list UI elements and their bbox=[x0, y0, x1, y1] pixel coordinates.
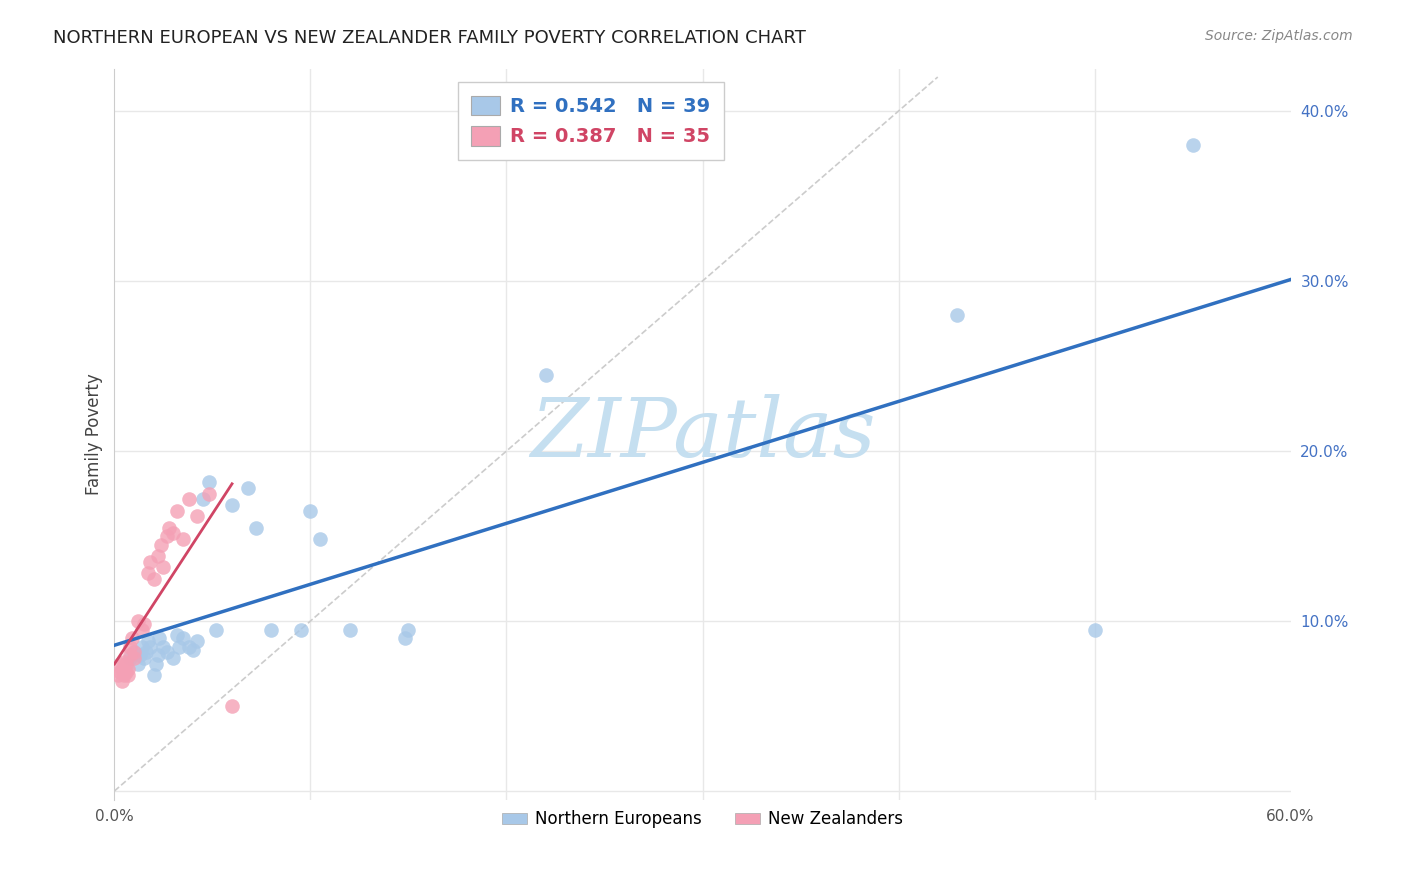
Point bbox=[156, 529, 179, 543]
Point bbox=[112, 668, 135, 682]
Point bbox=[157, 520, 180, 534]
Point bbox=[138, 555, 160, 569]
Point bbox=[166, 627, 188, 641]
Point bbox=[221, 499, 243, 513]
Point bbox=[236, 482, 259, 496]
Point bbox=[112, 662, 135, 676]
Point bbox=[197, 475, 219, 489]
Point bbox=[152, 559, 174, 574]
Point bbox=[181, 643, 204, 657]
Point bbox=[309, 533, 332, 547]
Point bbox=[127, 657, 149, 671]
Point bbox=[167, 640, 190, 654]
Point bbox=[127, 614, 149, 628]
Point bbox=[131, 640, 153, 654]
Point bbox=[260, 623, 283, 637]
Point bbox=[110, 657, 132, 671]
Point bbox=[111, 673, 134, 688]
Point bbox=[110, 665, 132, 679]
Point bbox=[121, 631, 143, 645]
Point bbox=[120, 648, 142, 662]
Point bbox=[132, 617, 155, 632]
Point bbox=[162, 525, 184, 540]
Point bbox=[290, 623, 312, 637]
Point bbox=[120, 651, 142, 665]
Point bbox=[186, 634, 208, 648]
Y-axis label: Family Poverty: Family Poverty bbox=[86, 373, 103, 495]
Point bbox=[115, 665, 138, 679]
Point bbox=[339, 623, 361, 637]
Point bbox=[142, 572, 165, 586]
Point bbox=[191, 491, 214, 506]
Point bbox=[135, 645, 157, 659]
Point bbox=[156, 645, 179, 659]
Point bbox=[128, 648, 150, 662]
Point bbox=[122, 645, 145, 659]
Point bbox=[1181, 138, 1204, 153]
Point bbox=[107, 668, 129, 682]
Point bbox=[111, 662, 134, 676]
Point bbox=[299, 503, 322, 517]
Point bbox=[146, 648, 169, 662]
Point bbox=[172, 631, 194, 645]
Point bbox=[131, 623, 153, 637]
Point bbox=[117, 662, 139, 676]
Legend: Northern Europeans, New Zealanders: Northern Europeans, New Zealanders bbox=[495, 804, 910, 835]
Point bbox=[177, 491, 200, 506]
Point bbox=[152, 640, 174, 654]
Text: Source: ZipAtlas.com: Source: ZipAtlas.com bbox=[1205, 29, 1353, 43]
Point bbox=[112, 655, 135, 669]
Point bbox=[142, 668, 165, 682]
Point bbox=[177, 640, 200, 654]
Point bbox=[117, 668, 139, 682]
Point bbox=[221, 699, 243, 714]
Point bbox=[132, 651, 155, 665]
Point bbox=[205, 623, 228, 637]
Point bbox=[534, 368, 557, 382]
Point bbox=[146, 549, 169, 564]
Point bbox=[136, 634, 159, 648]
Point bbox=[162, 651, 184, 665]
Point bbox=[122, 645, 145, 659]
Text: NORTHERN EUROPEAN VS NEW ZEALANDER FAMILY POVERTY CORRELATION CHART: NORTHERN EUROPEAN VS NEW ZEALANDER FAMIL… bbox=[53, 29, 806, 46]
Point bbox=[148, 631, 170, 645]
Point bbox=[120, 640, 142, 654]
Point bbox=[115, 657, 138, 671]
Point bbox=[186, 508, 208, 523]
Point bbox=[398, 623, 420, 637]
Point bbox=[172, 533, 194, 547]
Point bbox=[122, 651, 145, 665]
Point bbox=[946, 308, 969, 322]
Point bbox=[245, 520, 267, 534]
Point bbox=[1083, 623, 1105, 637]
Point bbox=[145, 657, 167, 671]
Text: ZIPatlas: ZIPatlas bbox=[530, 394, 876, 474]
Point bbox=[150, 537, 173, 551]
Point bbox=[136, 566, 159, 581]
Point bbox=[394, 631, 416, 645]
Point bbox=[138, 640, 160, 654]
Point bbox=[197, 486, 219, 500]
Point bbox=[166, 503, 188, 517]
